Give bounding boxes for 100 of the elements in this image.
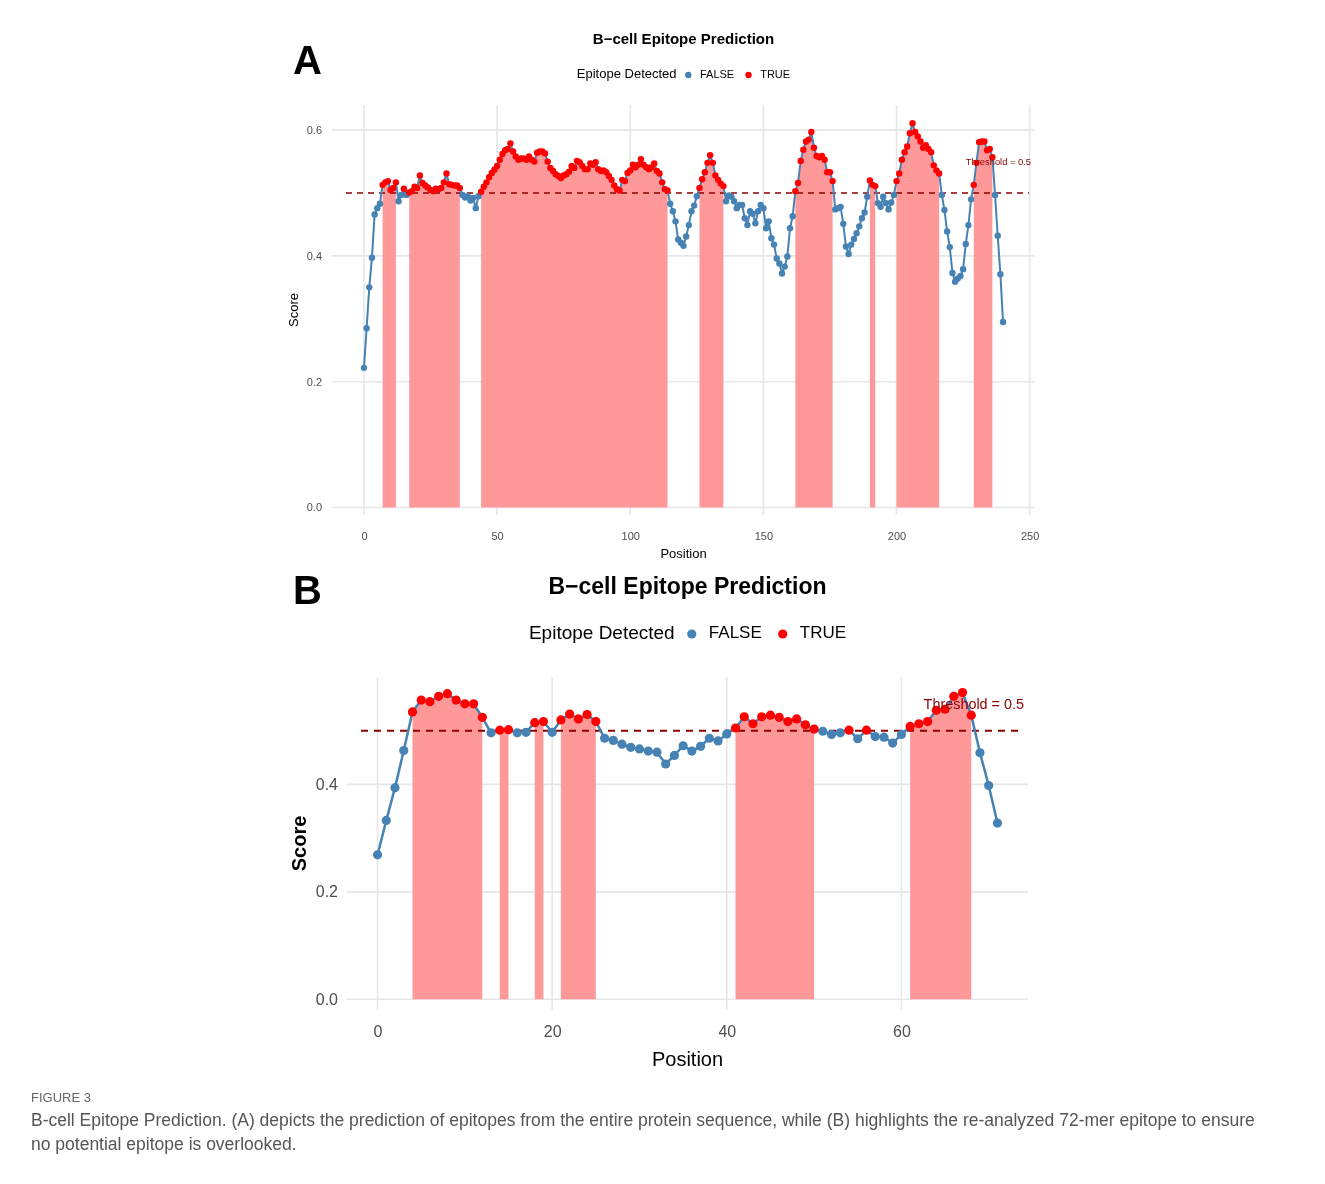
point — [826, 729, 837, 740]
point — [809, 724, 819, 734]
point — [914, 719, 924, 729]
point — [957, 687, 968, 698]
y-tick-label: 0.4 — [306, 249, 322, 262]
point — [477, 712, 487, 722]
text: A — [293, 38, 322, 82]
point — [696, 741, 706, 751]
point — [556, 715, 566, 725]
point — [372, 850, 383, 860]
point — [652, 747, 662, 757]
point — [835, 728, 845, 738]
legend-label: TRUE — [760, 67, 791, 80]
x-tick-label: 20 — [543, 1023, 562, 1041]
point — [381, 815, 391, 825]
x-tick-label: 60 — [893, 1023, 911, 1041]
point — [547, 727, 557, 737]
point — [503, 725, 514, 735]
point — [399, 745, 409, 756]
point — [966, 710, 976, 720]
point — [416, 695, 426, 705]
point — [923, 716, 933, 727]
legend-title: Epitope Detected — [576, 66, 677, 82]
chart-title: B−cell Epitope Prediction — [548, 573, 827, 599]
point — [800, 720, 810, 730]
text: B-cell Epitope Prediction. (A) depicts the prediction of epitopes from the entire protein sequence, while (B) highlights the re-analyzed 72-mer epitope to ensure no potential epitope is overlooked. — [31, 1110, 1255, 1154]
point — [888, 738, 898, 748]
point — [704, 733, 714, 743]
point — [739, 712, 749, 722]
point — [617, 739, 627, 749]
x-tick-label: 100 — [621, 529, 640, 542]
point — [460, 699, 470, 709]
point — [608, 735, 618, 745]
chart-title: B−cell Epitope Prediction — [592, 30, 775, 47]
point — [870, 732, 880, 742]
point — [678, 741, 688, 751]
point — [984, 780, 994, 791]
point — [730, 723, 741, 733]
legend-label: FALSE — [708, 623, 762, 643]
point — [661, 759, 671, 769]
point — [765, 710, 776, 720]
x-tick-label: 150 — [754, 529, 774, 542]
point — [643, 746, 653, 756]
y-axis-title: Score — [286, 293, 301, 327]
point — [879, 732, 889, 742]
point — [853, 734, 863, 744]
y-tick-label: 0.4 — [315, 776, 339, 794]
point — [486, 728, 496, 738]
x-tick-label: 0 — [361, 529, 368, 542]
point — [469, 699, 479, 709]
point — [451, 695, 461, 705]
point — [687, 746, 697, 756]
caption: FIGURE 3 — [31, 1090, 91, 1105]
point — [792, 714, 802, 724]
point — [442, 689, 452, 699]
point — [896, 729, 906, 740]
point — [407, 707, 418, 717]
point — [905, 721, 915, 731]
point — [434, 691, 444, 701]
point — [783, 716, 793, 727]
point — [818, 726, 828, 736]
x-tick-label: 200 — [887, 529, 907, 542]
point — [992, 818, 1003, 828]
point — [495, 725, 505, 735]
x-axis-title: Position — [651, 1048, 724, 1070]
point — [512, 728, 522, 738]
text: B — [293, 568, 322, 612]
point — [757, 712, 767, 722]
point — [538, 716, 549, 727]
point — [521, 727, 531, 737]
point — [861, 725, 872, 735]
x-tick-label: 40 — [718, 1023, 737, 1041]
y-tick-label: 0.0 — [315, 990, 339, 1008]
point — [599, 733, 610, 743]
x-tick-label: 250 — [1020, 529, 1040, 542]
point — [748, 719, 758, 729]
y-axis-title: Score — [288, 815, 310, 872]
point — [530, 718, 540, 728]
point — [626, 742, 636, 752]
point — [774, 712, 784, 722]
point — [669, 750, 679, 761]
point — [573, 714, 583, 724]
point — [975, 748, 985, 758]
point — [591, 716, 601, 727]
y-tick-label: 0.2 — [315, 883, 339, 901]
point — [425, 697, 435, 707]
y-tick-label: 0.6 — [306, 124, 322, 137]
legend-label: FALSE — [699, 67, 735, 80]
point — [634, 744, 645, 754]
x-tick-label: 50 — [491, 529, 504, 542]
x-axis-title: Position — [660, 546, 707, 561]
point — [565, 709, 575, 719]
y-tick-label: 0.2 — [306, 375, 322, 388]
point — [390, 783, 400, 793]
point — [713, 736, 723, 746]
point — [722, 729, 732, 739]
point — [582, 710, 592, 720]
legend-title: Epitope Detected — [528, 622, 675, 644]
legend-label: TRUE — [799, 623, 847, 643]
y-tick-label: 0.0 — [306, 501, 322, 514]
